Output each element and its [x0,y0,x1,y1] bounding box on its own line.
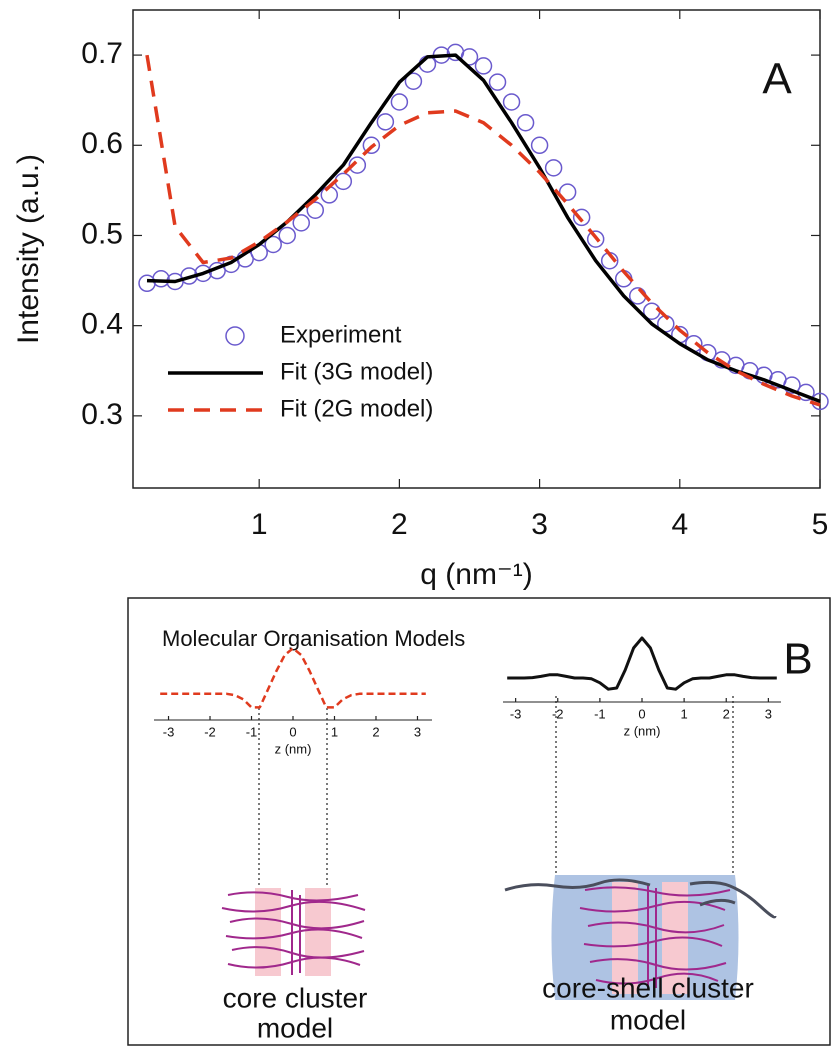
x-tick-label: 0 [289,724,296,739]
data-point [460,48,479,66]
model-caption: model [610,1004,686,1035]
x-tick-label: -1 [594,706,606,721]
core-shell-cluster-art [504,875,777,1000]
data-line [160,647,426,709]
x-tick-label: 3 [531,508,548,541]
guide-lines [258,696,734,888]
x-tick-label: 3 [765,706,772,721]
panel-b-title: Molecular Organisation Models [162,626,465,651]
model-caption: core-shell cluster [542,972,754,1003]
y-axis-label: Intensity (a.u.) [12,154,45,344]
model-caption: core cluster [223,982,368,1013]
x-axis-label: z (nm) [624,723,661,738]
x-tick-label: -2 [204,724,216,739]
legend-label: Fit (2G model) [280,395,433,422]
y-tick-label: 0.5 [81,217,123,250]
data-point [530,136,549,155]
y-tick-label: 0.4 [81,308,123,341]
data-point [502,93,521,111]
y-tick-label: 0.7 [81,37,123,70]
x-tick-label: -2 [552,706,564,721]
legend-label: Experiment [280,321,402,348]
data-point [488,73,507,91]
data-point [404,72,423,90]
x-tick-label: 1 [251,508,268,541]
x-tick-label: 1 [331,724,338,739]
x-tick-label: -3 [163,724,175,739]
core-cluster-art [221,888,366,976]
panel-b-frame [127,597,831,1046]
data-line [145,54,821,407]
x-tick-label: 1 [681,706,688,721]
x-axis-label: q (nm⁻¹) [420,558,533,591]
data-point [362,136,381,155]
legend-label: Fit (3G model) [280,358,433,385]
legend-marker [225,326,245,346]
x-tick-label: -1 [246,724,258,739]
data-point [278,226,296,245]
x-tick-label: 5 [812,508,829,541]
y-tick-label: 0.6 [81,127,123,160]
x-axis-label: z (nm) [275,741,312,756]
x-tick-label: -3 [510,706,522,721]
data-point [783,376,801,394]
data-point [558,183,577,201]
x-tick-label: 0 [638,706,645,721]
data-line [507,636,777,691]
x-tick-label: 2 [723,706,730,721]
x-tick-label: 2 [391,508,408,541]
data-point [376,113,395,131]
data-point [516,113,535,132]
model-caption: model [257,1012,333,1043]
data-point [348,156,367,174]
data-point [152,270,170,288]
data-line [146,53,821,404]
data-point [194,264,212,283]
y-tick-label: 0.3 [81,398,123,431]
data-point [320,186,339,204]
data-point [390,93,409,111]
data-point [474,57,493,75]
data-point [292,214,310,232]
plot-frame [132,9,821,489]
data-point [586,230,605,248]
x-tick-label: 2 [372,724,379,739]
panel-b-label: B [783,635,812,684]
data-point [264,235,282,254]
data-point [306,201,325,219]
data-point [572,208,591,227]
x-tick-label: 4 [671,508,688,541]
panel-label: A [762,55,792,104]
data-point [544,159,563,177]
x-tick-label: 3 [414,724,421,739]
